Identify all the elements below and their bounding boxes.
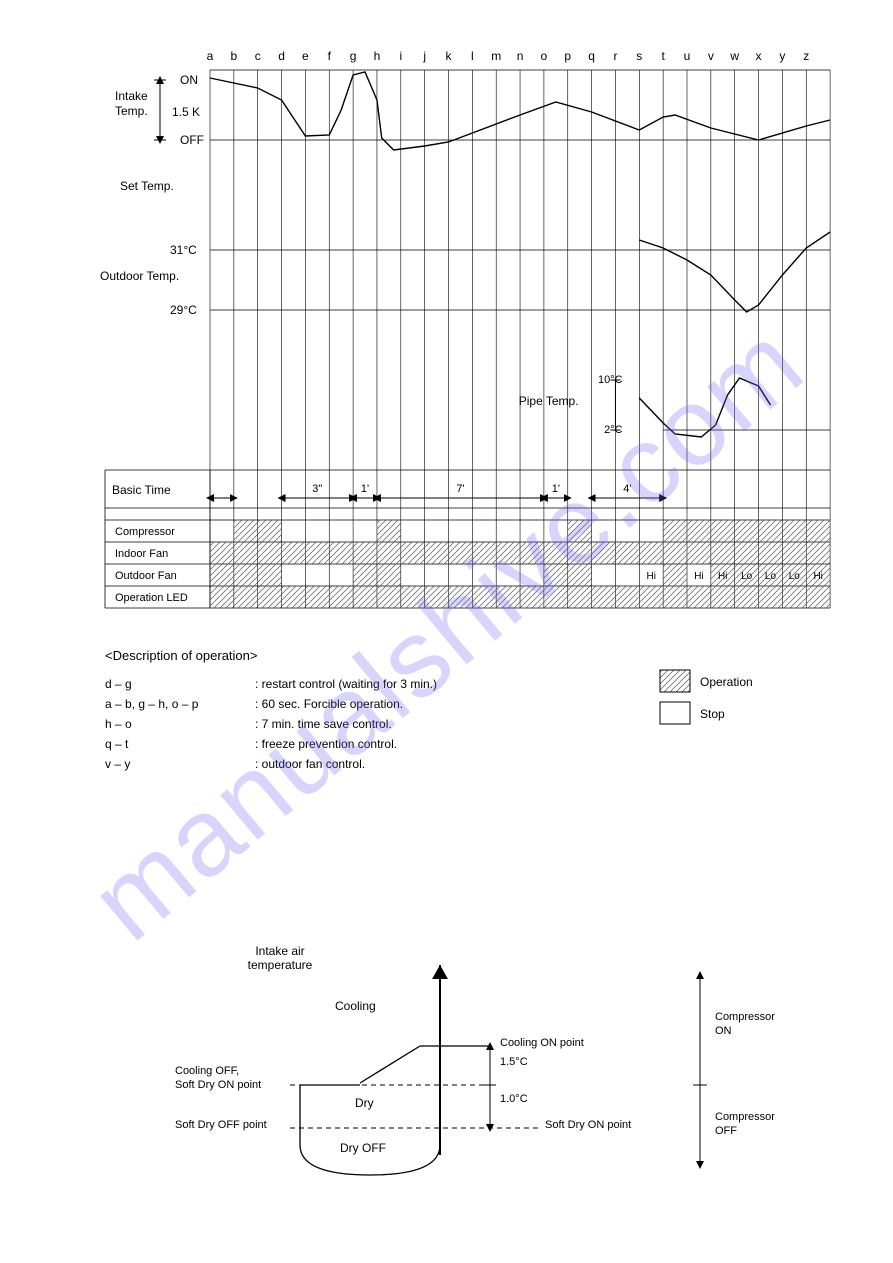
status-on-range	[353, 564, 401, 586]
dry-title: temperature	[248, 958, 313, 972]
col-header: m	[491, 49, 501, 63]
status-on-range	[210, 542, 830, 564]
col-header: u	[684, 49, 691, 63]
description-value: : restart control (waiting for 3 min.)	[255, 677, 437, 691]
status-on-range	[234, 520, 282, 542]
status-row-label: Operation LED	[115, 592, 188, 604]
status-cell-label: Hi	[646, 571, 655, 582]
description-header: <Description of operation>	[105, 648, 257, 663]
dry-off-label: Dry OFF	[340, 1141, 386, 1155]
dry-slope	[360, 1046, 420, 1083]
status-on-range	[663, 564, 687, 586]
status-on-range	[544, 564, 592, 586]
one-five-c-label: 1.5°C	[500, 1056, 528, 1068]
status-on-range	[377, 520, 401, 542]
compressor-off-label: Compressor	[715, 1111, 775, 1123]
cooling-off-softdry-on-label: Soft Dry ON point	[175, 1079, 261, 1091]
intake-mid-label: 1.5 K	[172, 105, 200, 119]
intake-temp-title-2: Temp.	[115, 104, 148, 118]
legend-swatch	[660, 702, 690, 724]
outdoor-29c: 29°C	[170, 303, 197, 317]
col-header: k	[446, 49, 453, 63]
status-cell-label: Hi	[813, 571, 822, 582]
time-arrow-label: 3"	[312, 483, 322, 495]
col-header: a	[207, 49, 214, 63]
intake-on-label: ON	[180, 73, 198, 87]
col-header: b	[231, 49, 238, 63]
status-on-range	[663, 520, 830, 542]
time-arrow-label: 1'	[552, 483, 560, 495]
description-value: : freeze prevention control.	[255, 737, 397, 751]
diagram-svg: a b c d e f g h i j k l m n o p q r s t u v w x y z IntakeTemp. ON 1…	[0, 0, 893, 1263]
status-cell-label: Lo	[765, 571, 777, 582]
status-row-label: Outdoor Fan	[115, 570, 177, 582]
col-header: r	[613, 49, 617, 63]
cooling-label: Cooling	[335, 999, 376, 1013]
page: manualshive.com abcdefghijklmnopqrstuvwx…	[0, 0, 893, 1263]
status-cell-label: Hi	[718, 571, 727, 582]
dry-axis-arrowhead	[432, 965, 448, 979]
status-row-label: Indoor Fan	[115, 548, 168, 560]
col-header: z	[803, 49, 809, 63]
status-row-label: Compressor	[115, 526, 175, 538]
legend-label: Operation	[700, 675, 753, 689]
col-header: i	[399, 49, 402, 63]
status-on-range	[568, 520, 592, 542]
col-header: d	[278, 49, 285, 63]
description-key: d – g	[105, 677, 132, 691]
status-cell-label: Lo	[789, 571, 801, 582]
softdry-on-point-label: Soft Dry ON point	[545, 1119, 631, 1131]
description-value: : 60 sec. Forcible operation.	[255, 697, 403, 711]
col-header: y	[779, 49, 785, 63]
status-cell-label: Hi	[694, 571, 703, 582]
outdoor-temp-title: Outdoor Temp.	[100, 269, 179, 283]
one-zero-c-label: 1.0°C	[500, 1093, 528, 1105]
col-header: l	[471, 49, 474, 63]
col-header: w	[729, 49, 739, 63]
description-key: a – b, g – h, o – p	[105, 697, 199, 711]
basic-time-label: Basic Time	[112, 483, 171, 497]
col-header: c	[255, 49, 261, 63]
col-header: v	[708, 49, 714, 63]
legend-label: Stop	[700, 707, 725, 721]
intake-temp-title: Intake	[115, 89, 148, 103]
intake-off-label: OFF	[180, 133, 204, 147]
col-header: f	[328, 49, 332, 63]
status-on-range	[210, 564, 282, 586]
col-header: e	[302, 49, 309, 63]
pipe-temp-title: Pipe Temp.	[519, 394, 579, 408]
dry-label: Dry	[355, 1096, 374, 1110]
col-header: t	[661, 49, 665, 63]
description-value: : outdoor fan control.	[255, 757, 365, 771]
cooling-off-softdry-on-label: Cooling OFF,	[175, 1065, 239, 1077]
softdry-off-label: Soft Dry OFF point	[175, 1119, 267, 1131]
dry-title: Intake air	[255, 944, 304, 958]
description-key: q – t	[105, 737, 129, 751]
description-key: v – y	[105, 757, 130, 771]
col-header: q	[588, 49, 595, 63]
outdoor-31c: 31°C	[170, 243, 197, 257]
col-header: h	[374, 49, 381, 63]
col-header: g	[350, 49, 357, 63]
compressor-on-label: ON	[715, 1025, 732, 1037]
compressor-off-label: OFF	[715, 1125, 737, 1137]
col-header: o	[541, 49, 548, 63]
cooling-on-point-label: Cooling ON point	[500, 1037, 584, 1049]
status-on-range	[210, 586, 830, 608]
set-temp-label: Set Temp.	[120, 179, 174, 193]
compressor-on-label: Compressor	[715, 1011, 775, 1023]
legend-swatch	[660, 670, 690, 692]
time-arrow-label: 7'	[456, 483, 464, 495]
pipe-curve	[639, 378, 770, 437]
col-header: j	[422, 49, 426, 63]
description-key: h – o	[105, 717, 132, 731]
col-header: x	[756, 49, 762, 63]
time-arrow-label: 1'	[361, 483, 369, 495]
col-header: s	[636, 49, 642, 63]
col-header: n	[517, 49, 524, 63]
time-arrow-label: 4'	[623, 483, 631, 495]
col-header: p	[564, 49, 571, 63]
description-value: : 7 min. time save control.	[255, 717, 392, 731]
status-cell-label: Lo	[741, 571, 753, 582]
